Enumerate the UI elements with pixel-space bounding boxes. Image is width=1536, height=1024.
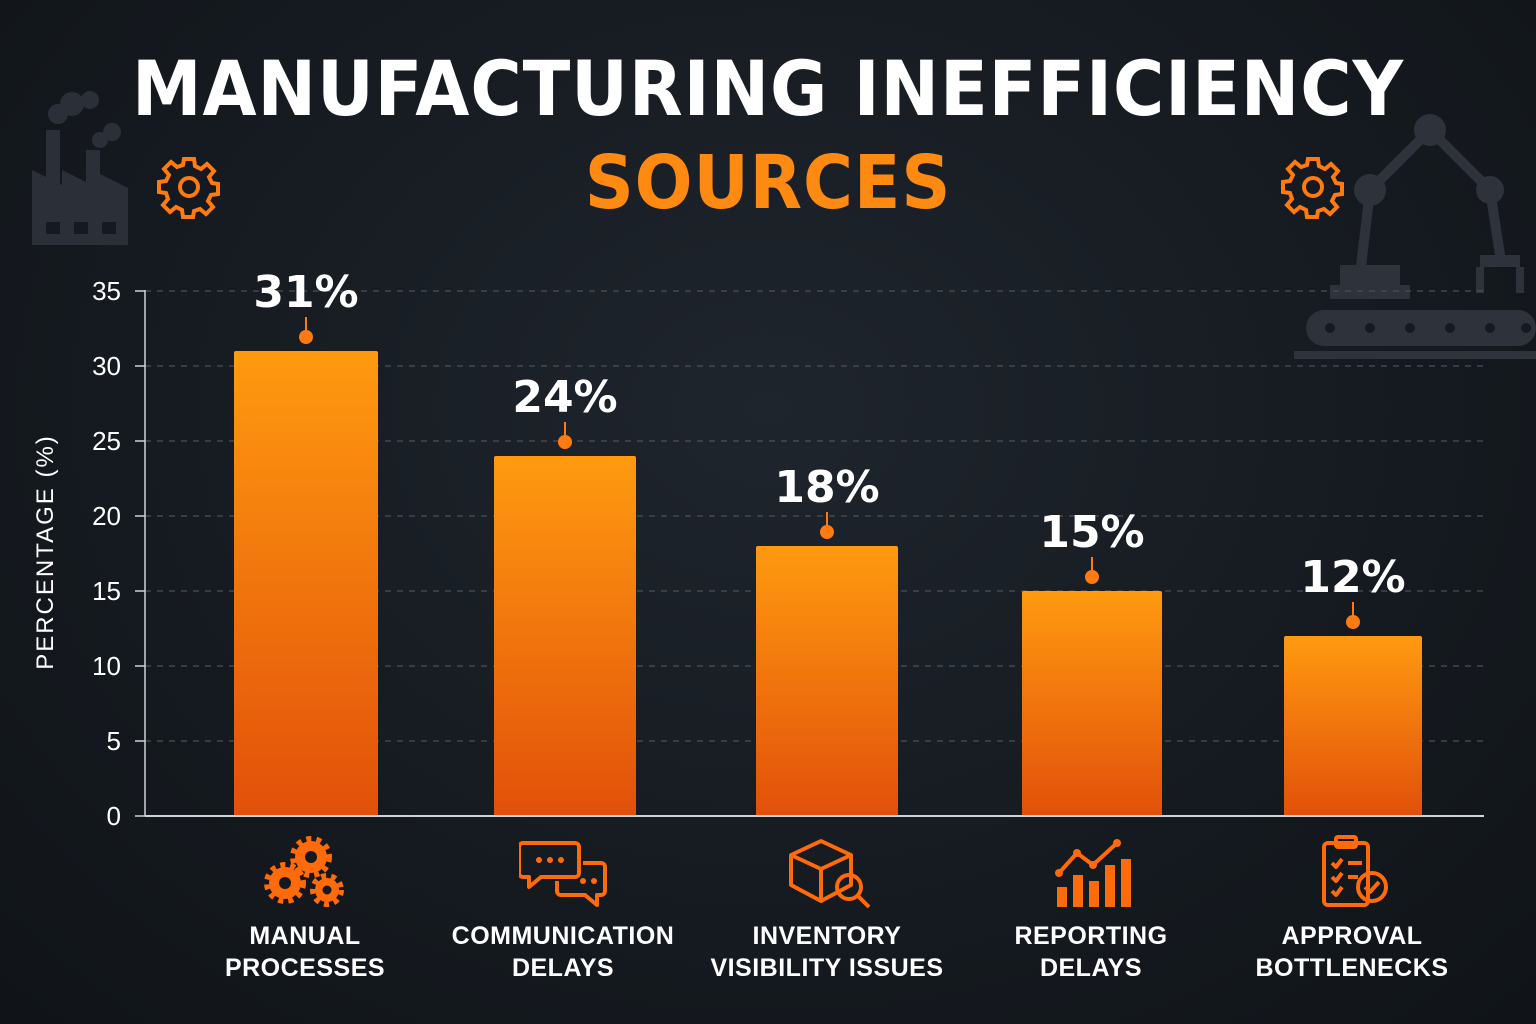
y-tick-label: 20 [92, 501, 121, 531]
chat-bubbles-icon [519, 841, 607, 907]
gears-icon [264, 836, 344, 907]
category-label: INVENTORY VISIBILITY ISSUES [710, 922, 944, 982]
gear-icon [157, 157, 220, 219]
clipboard-check-icon [1322, 835, 1388, 907]
bar [234, 351, 378, 816]
data-label: 31% [253, 267, 358, 318]
data-label: 12% [1300, 552, 1405, 603]
data-label: 15% [1039, 507, 1144, 558]
y-axis-label: PERCENTAGE (%) [32, 434, 59, 670]
y-tick-label: 30 [92, 351, 121, 381]
robot-arm-icon [1294, 114, 1536, 359]
label-dot [1346, 615, 1360, 629]
bar [494, 456, 636, 816]
bar-chart-trend-icon [1055, 839, 1131, 907]
y-tick-label: 15 [92, 576, 121, 606]
y-tick-label: 0 [107, 801, 121, 831]
y-tick-label: 25 [92, 426, 121, 456]
category-label: REPORTING DELAYS [1014, 922, 1168, 982]
chart-subtitle: SOURCES [584, 140, 952, 226]
box-search-icon [789, 839, 871, 909]
bar [1022, 591, 1162, 816]
bar [756, 546, 898, 816]
bar [1284, 636, 1422, 816]
data-label: 24% [512, 372, 617, 423]
category-label: COMMUNICATION DELAYS [451, 922, 675, 982]
data-label: 18% [774, 462, 879, 513]
label-dot [820, 525, 834, 539]
category-label: MANUAL PROCESSES [224, 922, 386, 982]
category-label: APPROVAL BOTTLENECKS [1255, 922, 1449, 982]
gear-icon [1281, 157, 1344, 219]
factory-icon [32, 91, 128, 245]
y-tick-label: 35 [92, 276, 121, 306]
y-tick-label: 5 [107, 726, 121, 756]
label-dot [299, 330, 313, 344]
label-dot [558, 435, 572, 449]
y-tick-label: 10 [92, 651, 121, 681]
chart-title: MANUFACTURING INEFFICIENCY [131, 44, 1405, 133]
label-dot [1085, 570, 1099, 584]
